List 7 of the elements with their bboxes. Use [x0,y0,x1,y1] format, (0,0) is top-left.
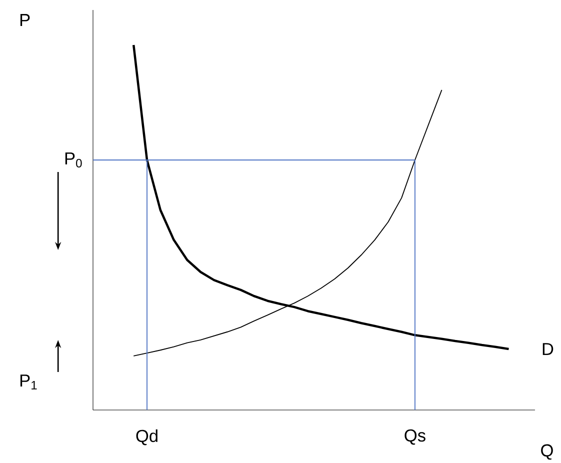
ref-line-label: P$_{0}$ [65,152,82,168]
x-tick-label: Qd [136,429,158,446]
x-tick-label: Qs [404,429,426,445]
text: P$_{1}$ [20,374,37,390]
x-axis-title: Q [541,444,553,460]
text: P [20,14,30,26]
series-label: D [542,343,554,355]
